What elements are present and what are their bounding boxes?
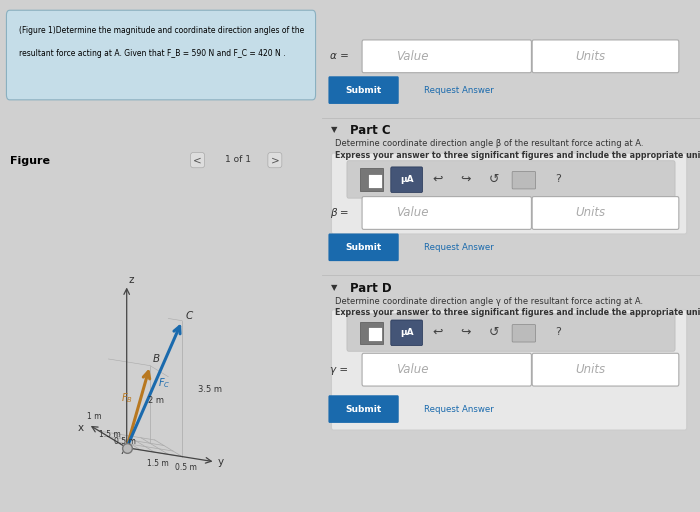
FancyBboxPatch shape: [328, 233, 399, 261]
Text: Request Answer: Request Answer: [424, 404, 494, 414]
FancyBboxPatch shape: [360, 168, 383, 191]
Text: ▼: ▼: [332, 125, 338, 135]
Text: ?: ?: [555, 174, 561, 184]
Text: Submit: Submit: [346, 86, 382, 95]
FancyBboxPatch shape: [532, 197, 679, 229]
Text: Determine coordinate direction angle β of the resultant force acting at A.: Determine coordinate direction angle β o…: [335, 139, 644, 148]
FancyBboxPatch shape: [362, 197, 531, 229]
FancyBboxPatch shape: [532, 353, 679, 386]
FancyBboxPatch shape: [512, 325, 536, 342]
Text: Part C: Part C: [351, 124, 391, 137]
FancyBboxPatch shape: [391, 167, 423, 193]
Text: Units: Units: [575, 50, 606, 63]
FancyBboxPatch shape: [6, 10, 316, 100]
Text: Express your answer to three significant figures and include the appropriate uni: Express your answer to three significant…: [335, 151, 700, 160]
FancyBboxPatch shape: [362, 353, 531, 386]
Text: ↪: ↪: [461, 173, 471, 186]
FancyBboxPatch shape: [328, 76, 399, 104]
Text: 2 m: 2 m: [148, 396, 164, 405]
Text: Determine coordinate direction angle γ of the resultant force acting at A.: Determine coordinate direction angle γ o…: [335, 297, 643, 306]
Text: $C$: $C$: [185, 309, 194, 321]
Text: z: z: [128, 275, 134, 285]
Text: 0.5 m: 0.5 m: [114, 437, 136, 445]
Text: Request Answer: Request Answer: [424, 86, 494, 95]
Text: Units: Units: [575, 363, 606, 376]
Text: β =: β =: [330, 208, 348, 218]
Text: $A$: $A$: [121, 444, 130, 456]
FancyBboxPatch shape: [347, 161, 675, 198]
Text: Units: Units: [575, 206, 606, 220]
Text: μA: μA: [400, 328, 414, 337]
Text: ↺: ↺: [489, 326, 499, 339]
Text: Value: Value: [395, 50, 428, 63]
Text: Part D: Part D: [351, 282, 392, 294]
FancyBboxPatch shape: [328, 395, 399, 423]
FancyBboxPatch shape: [532, 40, 679, 73]
FancyBboxPatch shape: [332, 153, 687, 234]
Text: α =: α =: [330, 51, 349, 61]
FancyBboxPatch shape: [360, 322, 383, 344]
Text: 1.5 m: 1.5 m: [148, 459, 169, 468]
Text: 0.5 m: 0.5 m: [175, 463, 197, 472]
Text: ?: ?: [555, 327, 561, 337]
Text: $F_B$: $F_B$: [121, 391, 133, 405]
Text: x: x: [77, 423, 83, 433]
Text: (Figure 1)Determine the magnitude and coordinate direction angles of the: (Figure 1)Determine the magnitude and co…: [20, 26, 304, 35]
FancyBboxPatch shape: [391, 320, 423, 346]
Text: <: <: [193, 155, 202, 165]
Text: 1.5 m: 1.5 m: [99, 430, 121, 439]
Text: ▼: ▼: [332, 283, 338, 292]
Text: y: y: [218, 457, 224, 467]
Text: 1 of 1: 1 of 1: [225, 155, 251, 164]
Text: Submit: Submit: [346, 243, 382, 252]
Text: ↪: ↪: [461, 326, 471, 339]
Text: Figure: Figure: [10, 156, 50, 166]
Text: $B$: $B$: [152, 352, 160, 364]
FancyBboxPatch shape: [347, 314, 675, 351]
Text: ↺: ↺: [489, 173, 499, 186]
Text: Submit: Submit: [346, 404, 382, 414]
Text: Express your answer to three significant figures and include the appropriate uni: Express your answer to three significant…: [335, 308, 700, 317]
Text: ↩: ↩: [432, 326, 442, 339]
Text: γ =: γ =: [330, 365, 348, 375]
Text: μA: μA: [400, 175, 414, 184]
Text: Value: Value: [395, 363, 428, 376]
Text: resultant force acting at A. Given that F_B = 590 N and F_C = 420 N .: resultant force acting at A. Given that …: [20, 49, 286, 58]
Text: Value: Value: [395, 206, 428, 220]
Text: >: >: [270, 155, 279, 165]
Text: 3.5 m: 3.5 m: [197, 385, 221, 394]
FancyBboxPatch shape: [368, 327, 382, 341]
Text: 1 m: 1 m: [88, 412, 102, 421]
Text: $F_C$: $F_C$: [158, 376, 171, 390]
FancyBboxPatch shape: [362, 40, 531, 73]
FancyBboxPatch shape: [332, 310, 687, 430]
Text: Request Answer: Request Answer: [424, 243, 494, 252]
FancyBboxPatch shape: [512, 172, 536, 189]
Text: ↩: ↩: [432, 173, 442, 186]
FancyBboxPatch shape: [368, 174, 382, 188]
